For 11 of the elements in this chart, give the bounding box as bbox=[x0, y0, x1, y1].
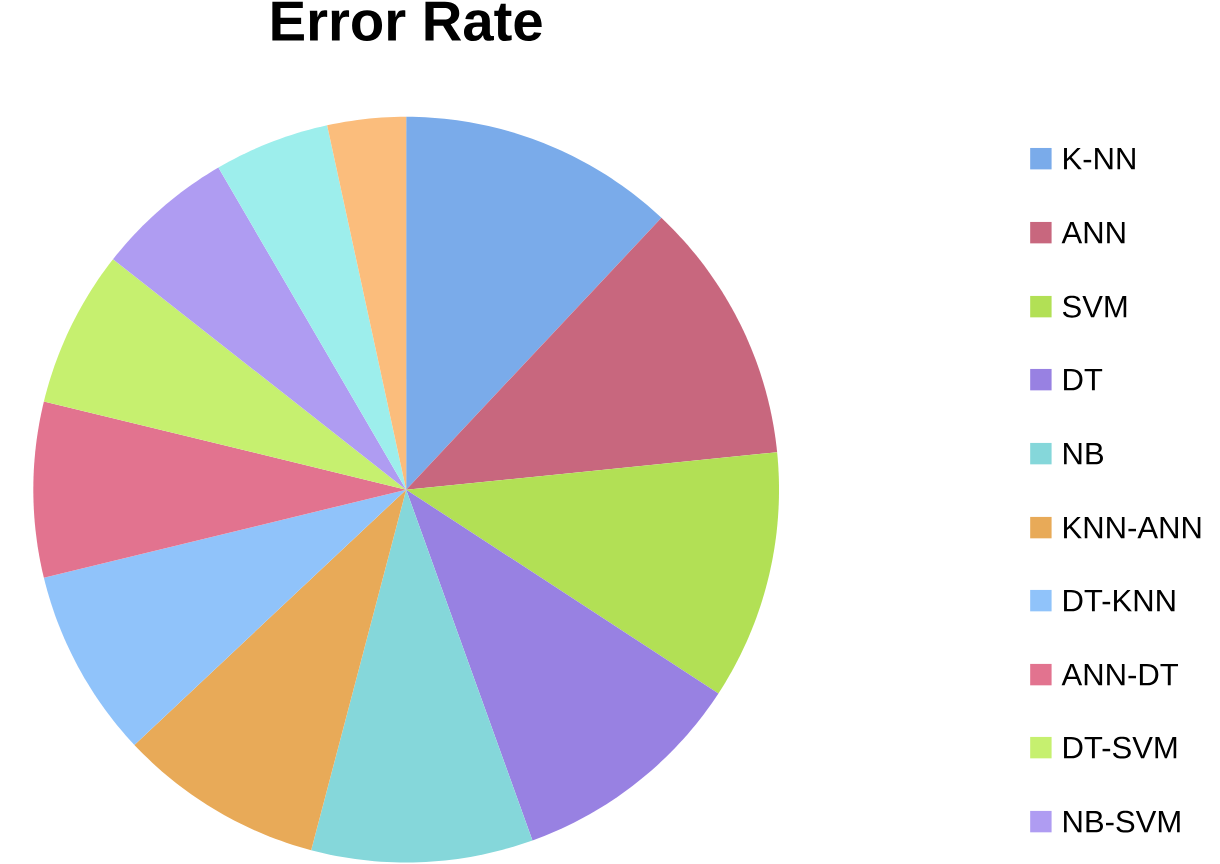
legend-label: ANN-DT bbox=[1061, 663, 1179, 686]
legend-label: NB-SVM bbox=[1064, 810, 1180, 833]
chart-title: Error Rate bbox=[272, 1, 542, 41]
legend-label: DT bbox=[1064, 368, 1103, 391]
legend-label: ANN bbox=[1061, 221, 1125, 244]
legend-label: KNN-ANN bbox=[1064, 516, 1201, 539]
legend-label: SVM bbox=[1062, 295, 1127, 318]
legend-label: NB bbox=[1064, 442, 1103, 465]
legend-label: DT-SVM bbox=[1064, 736, 1177, 759]
legend-label: K-NN bbox=[1064, 147, 1135, 170]
legend-label: DT-KNN bbox=[1064, 589, 1175, 612]
